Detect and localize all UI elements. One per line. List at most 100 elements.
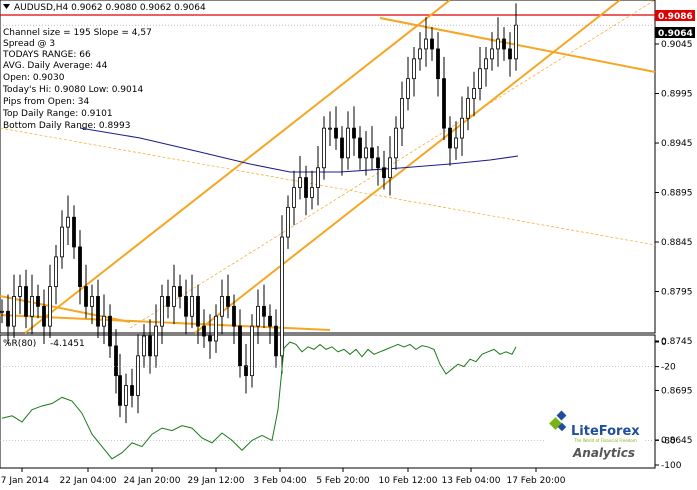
candle-body: [72, 216, 76, 248]
candle-body: [214, 315, 218, 342]
candle-body: [352, 127, 356, 139]
candle-body: [346, 127, 350, 159]
current-price-tag-bg: [655, 27, 695, 38]
price-layer: [0, 0, 656, 424]
candle-body: [400, 98, 404, 129]
candle-body: [142, 335, 146, 357]
wpr-tick-label: -80: [661, 436, 676, 446]
candle-body: [424, 38, 428, 50]
candle-body: [12, 296, 16, 327]
candle-body: [96, 296, 100, 327]
candle-body: [388, 157, 392, 179]
candle-body: [370, 147, 374, 159]
candle-body: [102, 315, 106, 327]
liteforex-logo-svg: LiteForex The World of Financial Freedom…: [545, 405, 645, 467]
moving-average-line: [79, 127, 519, 173]
current-price-tag: 0.9064: [658, 29, 693, 39]
wpr-tick-label: -100: [661, 461, 682, 471]
x-tick-label: 17 Jan 2014: [0, 476, 49, 486]
candle-body: [18, 286, 22, 297]
candle-body: [178, 286, 182, 297]
info-line: Channel size = 195 Slope = 4,57: [3, 28, 152, 38]
candle-body: [190, 296, 194, 317]
info-line: Spread @ 3: [3, 39, 55, 49]
y-tick-label: 0.8995: [661, 90, 693, 100]
candle-body: [496, 38, 500, 50]
candle-body: [84, 286, 88, 307]
candle-body: [412, 58, 416, 80]
candle-body: [136, 355, 140, 396]
candle-body: [24, 286, 28, 317]
wpr-tick-label: 0: [661, 338, 667, 348]
candle-body: [90, 296, 94, 307]
candle-body: [418, 48, 422, 60]
wpr-tick-label: -20: [661, 363, 676, 373]
logo-sub: Analytics: [572, 446, 635, 460]
x-tick-label: 29 Jan 12:00: [188, 476, 245, 486]
candle-body: [304, 177, 308, 198]
candle-body: [268, 315, 272, 327]
y-tick-label: 0.8745: [661, 337, 693, 347]
candle-body: [184, 296, 188, 317]
candle-body: [108, 315, 112, 347]
candle-body: [60, 226, 64, 258]
candle-body: [382, 167, 386, 179]
candle-body: [66, 216, 70, 228]
candle-body: [124, 385, 128, 406]
red-level-tag: 0.9086: [658, 12, 693, 22]
candle-body: [262, 305, 266, 317]
y-tick-label: 0.8795: [661, 288, 693, 298]
candle-body: [514, 24, 518, 60]
candle-body: [118, 375, 122, 406]
candle-body: [154, 325, 158, 357]
info-panel: Channel size = 195 Slope = 4,57 Spread @…: [2, 28, 152, 131]
candle-body: [406, 78, 410, 99]
wpr-line: [1, 341, 517, 460]
x-tick-label: 5 Feb 20:00: [316, 476, 370, 486]
candle-body: [394, 127, 398, 159]
x-tick-label: 10 Feb 12:00: [378, 476, 437, 486]
candle-body: [490, 48, 494, 60]
candle-body: [310, 187, 314, 198]
info-line: TODAYS RANGE: 66: [2, 50, 91, 60]
candle-body: [54, 256, 58, 287]
candle-body: [436, 48, 440, 80]
y-tick-label: 0.8695: [661, 387, 693, 397]
candle-body: [202, 325, 206, 337]
y-tick-label: 0.8645: [661, 436, 693, 446]
candle-body: [166, 296, 170, 307]
candle-body: [48, 286, 52, 327]
candle-body: [376, 157, 380, 169]
wpr-layer: [0, 341, 655, 460]
candle-body: [442, 78, 446, 129]
candle-body: [322, 127, 326, 169]
candle-body: [298, 177, 302, 188]
candle-body: [460, 117, 464, 139]
liteforex-logo: LiteForex The World of Financial Freedom…: [545, 405, 645, 467]
info-line: Pips from Open: 34: [3, 97, 89, 107]
candle-body: [160, 296, 164, 327]
candle-body: [448, 127, 452, 149]
candle-body: [244, 365, 248, 377]
y-tick-label: 0.8945: [661, 139, 693, 149]
candle-body: [328, 127, 332, 130]
candle-body: [478, 68, 482, 89]
x-tick-label: 24 Jan 20:00: [124, 476, 181, 486]
candle-body: [358, 137, 362, 159]
channel-line: [24, 0, 451, 334]
candle-body: [148, 335, 152, 357]
candle-body: [114, 345, 118, 377]
y-tick-label: 0.8895: [661, 189, 693, 199]
candle-body: [508, 48, 512, 60]
trend-dashed-line: [0, 127, 656, 246]
red-level-tag-bg: [655, 10, 695, 21]
candle-body: [6, 310, 10, 327]
triangle-down-icon: [3, 4, 10, 9]
y-tick-label: 0.8845: [661, 238, 693, 248]
candle-body: [208, 335, 212, 342]
candle-body: [42, 305, 46, 327]
candle-body: [292, 187, 296, 208]
candle-body: [36, 296, 40, 307]
candle-body: [472, 88, 476, 99]
